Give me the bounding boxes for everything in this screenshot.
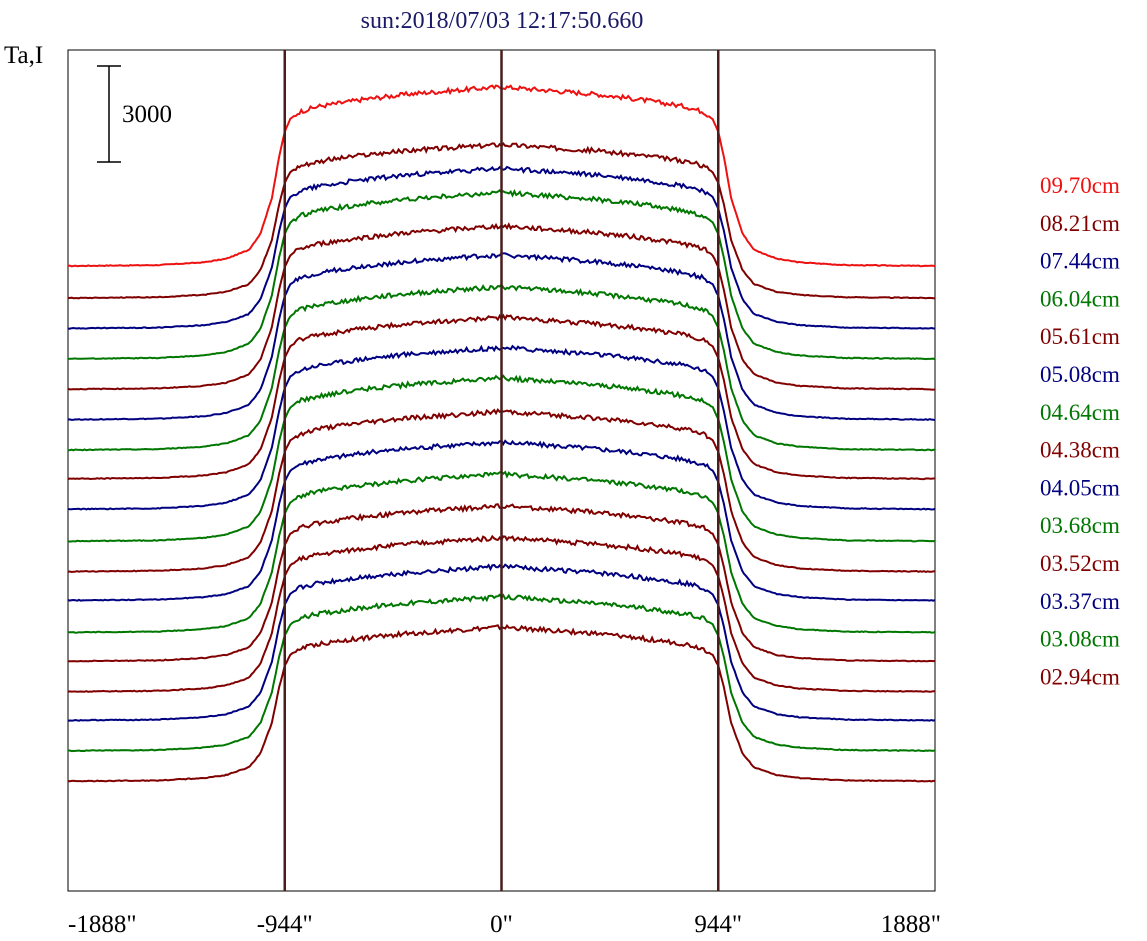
legend-item: 04.38cm bbox=[1040, 438, 1120, 463]
legend-item: 08.21cm bbox=[1040, 211, 1120, 236]
legend-item: 05.61cm bbox=[1040, 324, 1120, 349]
legend-item: 03.08cm bbox=[1040, 627, 1120, 652]
legend-item: 07.44cm bbox=[1040, 249, 1120, 274]
x-tick-label: 0" bbox=[490, 911, 513, 938]
y-axis-label: Ta,I bbox=[4, 42, 43, 69]
x-axis-ticks: -1888" -944" 0" 944" 1888" bbox=[68, 911, 941, 938]
vertical-markers bbox=[283, 50, 720, 891]
legend-item: 06.04cm bbox=[1040, 286, 1120, 311]
legend-item: 04.64cm bbox=[1040, 400, 1120, 425]
legend-item: 03.52cm bbox=[1040, 551, 1120, 576]
x-tick-label: 1888" bbox=[881, 911, 941, 938]
chart-title: sun:2018/07/03 12:17:50.660 bbox=[361, 8, 644, 34]
legend-item: 04.05cm bbox=[1040, 475, 1120, 500]
legend-item: 03.37cm bbox=[1040, 589, 1120, 614]
legend-item: 09.70cm bbox=[1040, 173, 1120, 198]
legend-item: 05.08cm bbox=[1040, 362, 1120, 387]
x-tick-label: 944" bbox=[694, 911, 742, 938]
legend: 09.70cm 08.21cm 07.44cm 06.04cm 05.61cm 05.08… bbox=[1040, 173, 1120, 689]
legend-item: 02.94cm bbox=[1040, 664, 1120, 689]
scale-bar-label: 3000 bbox=[122, 101, 172, 128]
legend-item: 03.68cm bbox=[1040, 513, 1120, 538]
x-tick-label: -944" bbox=[257, 911, 313, 938]
scale-bar: 3000 bbox=[97, 65, 172, 163]
x-tick-label: -1888" bbox=[68, 911, 137, 938]
